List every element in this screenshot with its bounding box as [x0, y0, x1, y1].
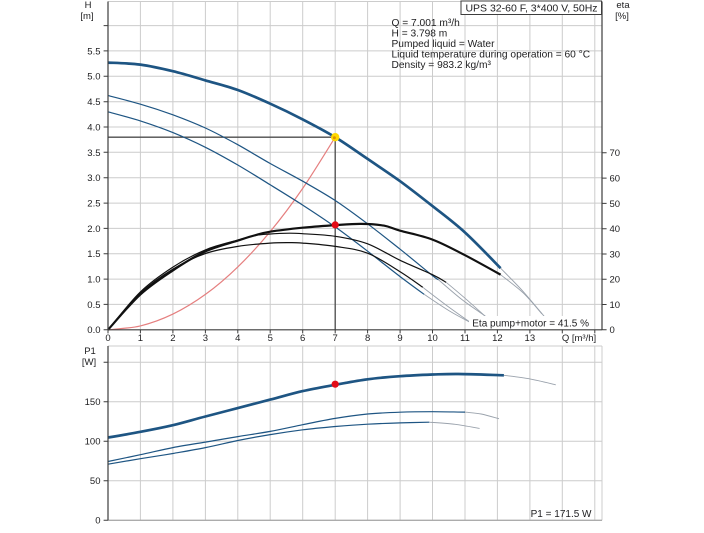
svg-text:100: 100 [85, 437, 101, 448]
svg-text:0: 0 [95, 516, 100, 527]
svg-text:0.0: 0.0 [87, 325, 100, 336]
svg-text:4: 4 [235, 333, 240, 344]
svg-text:UPS 32-60 F, 3*400 V, 50Hz: UPS 32-60 F, 3*400 V, 50Hz [465, 3, 597, 15]
svg-text:11: 11 [460, 333, 470, 344]
svg-text:20: 20 [610, 275, 621, 286]
svg-text:Q = 7.001 m³/h: Q = 7.001 m³/h [392, 18, 460, 29]
svg-text:1.0: 1.0 [87, 275, 100, 286]
svg-text:7: 7 [333, 333, 338, 344]
svg-text:50: 50 [610, 199, 621, 210]
svg-text:[W]: [W] [82, 357, 96, 368]
svg-text:50: 50 [90, 476, 101, 487]
svg-text:60: 60 [610, 174, 621, 185]
svg-text:2: 2 [170, 333, 175, 344]
svg-text:5.5: 5.5 [87, 46, 100, 57]
svg-text:10: 10 [610, 300, 621, 311]
svg-text:70: 70 [610, 148, 621, 159]
svg-text:3: 3 [203, 333, 208, 344]
svg-text:Eta pump+motor = 41.5 %: Eta pump+motor = 41.5 % [472, 318, 589, 329]
svg-text:2.5: 2.5 [87, 198, 100, 209]
svg-text:9: 9 [397, 333, 402, 344]
svg-text:3.0: 3.0 [87, 173, 100, 184]
svg-text:1: 1 [138, 333, 143, 344]
svg-text:5: 5 [268, 333, 273, 344]
svg-text:Liquid temperature during oper: Liquid temperature during operation = 60… [392, 50, 591, 61]
svg-text:Q [m³/h]: Q [m³/h] [562, 333, 596, 344]
svg-text:Pumped liquid = Water: Pumped liquid = Water [392, 39, 496, 50]
svg-text:0: 0 [105, 333, 110, 344]
svg-text:Density = 983.2 kg/m³: Density = 983.2 kg/m³ [392, 60, 492, 71]
svg-text:eta: eta [616, 0, 630, 11]
svg-text:1.5: 1.5 [87, 249, 100, 260]
svg-text:P1 = 171.5 W: P1 = 171.5 W [531, 509, 592, 520]
svg-text:40: 40 [610, 224, 621, 235]
svg-text:8: 8 [365, 333, 370, 344]
svg-text:[%]: [%] [615, 11, 629, 22]
svg-text:6: 6 [300, 333, 305, 344]
svg-text:H = 3.798 m: H = 3.798 m [392, 28, 448, 39]
svg-text:0.5: 0.5 [87, 300, 100, 311]
svg-text:[m]: [m] [80, 11, 93, 22]
svg-text:5.0: 5.0 [87, 72, 100, 83]
svg-text:H: H [85, 0, 92, 11]
svg-text:4.5: 4.5 [87, 97, 100, 108]
svg-text:0: 0 [610, 325, 615, 336]
svg-text:150: 150 [85, 397, 101, 408]
svg-text:10: 10 [427, 333, 438, 344]
svg-text:12: 12 [492, 333, 503, 344]
svg-text:P1: P1 [84, 346, 96, 357]
svg-text:4.0: 4.0 [87, 122, 100, 133]
svg-text:3.5: 3.5 [87, 148, 100, 159]
svg-text:30: 30 [610, 249, 621, 260]
svg-text:13: 13 [525, 333, 536, 344]
svg-text:2.0: 2.0 [87, 224, 100, 235]
